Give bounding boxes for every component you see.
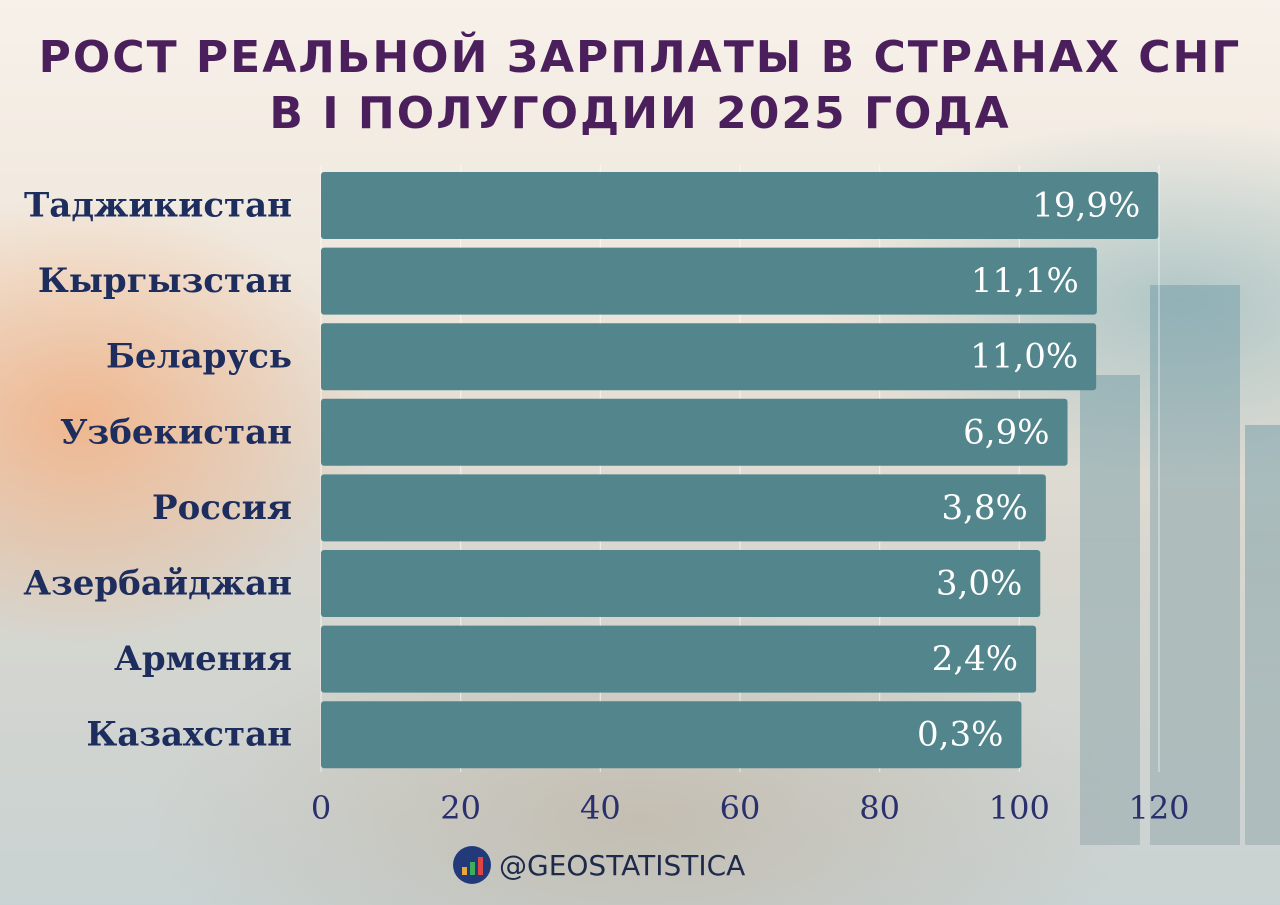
category-label: Таджикистан	[24, 186, 292, 226]
category-label: Казахстан	[86, 715, 292, 755]
x-tick-label: 40	[580, 789, 621, 827]
bar	[321, 398, 1068, 466]
category-label: Россия	[152, 488, 292, 528]
value-label: 3,8%	[941, 488, 1027, 528]
background-building	[1150, 285, 1240, 845]
bar	[321, 172, 1159, 239]
bar	[321, 474, 1046, 542]
value-label: 19,9%	[1032, 186, 1140, 226]
value-label: 11,1%	[971, 261, 1079, 301]
bar	[321, 550, 1041, 617]
category-label: Узбекистан	[60, 412, 292, 452]
chart-title: РОСТ РЕАЛЬНОЙ ЗАРПЛАТЫ В СТРАНАХ СНГ В I…	[0, 30, 1280, 142]
value-label: 0,3%	[917, 715, 1003, 755]
bar	[321, 625, 1037, 693]
footer-handle: @GEOSTATISTICA	[499, 848, 746, 882]
category-label: Кыргызстан	[38, 261, 292, 301]
bar	[321, 247, 1097, 315]
x-tick-label: 120	[1128, 789, 1189, 827]
value-label: 3,0%	[936, 564, 1022, 604]
chart-title-line-1: РОСТ РЕАЛЬНОЙ ЗАРПЛАТЫ В СТРАНАХ СНГ	[38, 32, 1242, 83]
category-label: Азербайджан	[23, 564, 292, 604]
value-label: 6,9%	[963, 412, 1049, 452]
x-tick-label: 20	[440, 789, 481, 827]
geostatistica-logo-icon	[453, 846, 491, 884]
footer-brand: @GEOSTATISTICA	[453, 845, 745, 885]
x-tick-label: 0	[311, 789, 331, 827]
background-building	[1245, 425, 1280, 845]
category-label: Беларусь	[106, 337, 292, 377]
background-building	[1080, 375, 1140, 845]
value-label: 2,4%	[932, 639, 1018, 679]
value-label: 11,0%	[970, 337, 1078, 377]
chart-title-line-2: В I ПОЛУГОДИИ 2025 ГОДА	[269, 88, 1011, 139]
bar	[321, 701, 1022, 769]
x-tick-label: 100	[989, 789, 1050, 827]
x-tick-label: 80	[859, 789, 900, 827]
bar	[321, 323, 1097, 391]
x-tick-label: 60	[720, 789, 761, 827]
category-label: Армения	[114, 639, 292, 679]
